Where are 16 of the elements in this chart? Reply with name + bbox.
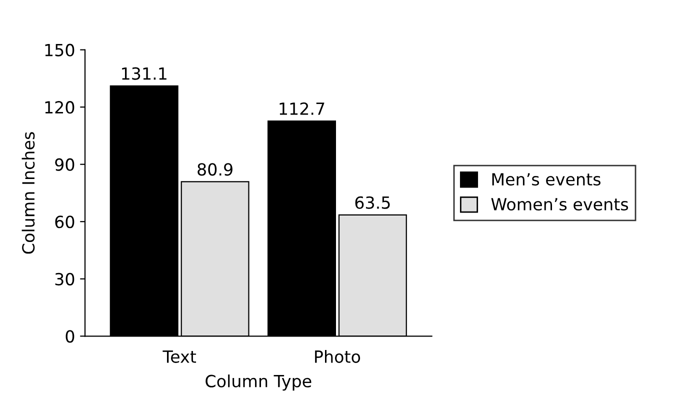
y-tick-label: 90 — [55, 158, 74, 171]
data-label: 80.9 — [198, 163, 232, 176]
legend-label: Men’s events — [492, 173, 600, 186]
y-tick-label: 120 — [45, 101, 74, 114]
y-tick-label: 60 — [55, 216, 74, 228]
data-label: 112.7 — [280, 102, 324, 115]
legend-label: Women’s events — [491, 198, 628, 211]
x-tick-label: Photo — [315, 350, 360, 363]
data-label: 63.5 — [355, 196, 390, 209]
data-label: 131.1 — [122, 67, 166, 80]
y-tick-label: 30 — [55, 272, 74, 286]
y-tick-label: 150 — [45, 44, 74, 56]
y-axis-title: Column Inches — [22, 132, 35, 254]
x-axis-title: Column Type — [206, 374, 312, 391]
y-tick-label: 0 — [66, 330, 74, 343]
x-tick-label: Text — [162, 350, 196, 363]
